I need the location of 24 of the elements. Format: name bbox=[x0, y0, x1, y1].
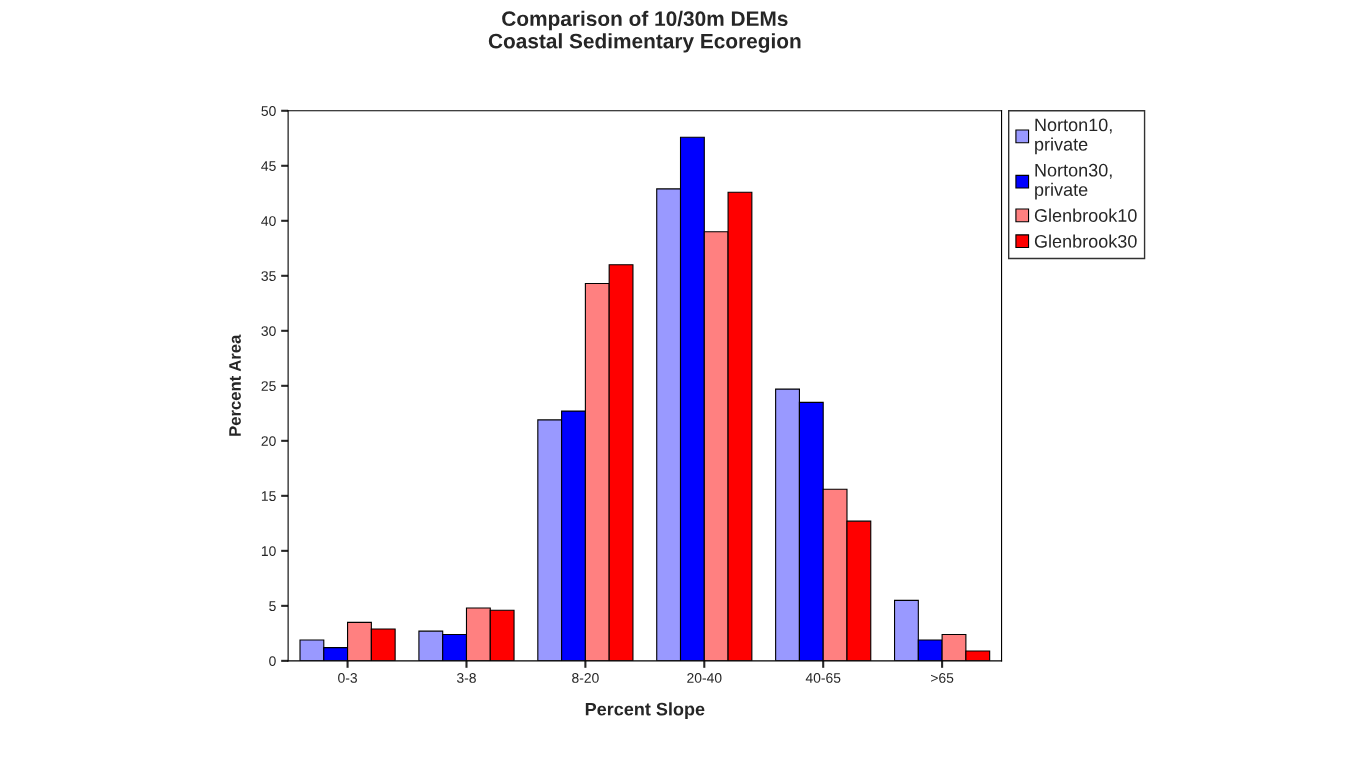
x-tick-label: 0-3 bbox=[338, 673, 357, 683]
x-tick-label: 20-40 bbox=[687, 673, 722, 683]
y-tick-label: 50 bbox=[261, 106, 276, 116]
y-tick-label: 35 bbox=[261, 271, 276, 281]
y-tick-label: 15 bbox=[261, 491, 276, 502]
x-axis-title: Percent Slope bbox=[585, 702, 705, 720]
y-tick-label: 0 bbox=[269, 656, 276, 667]
y-tick-label: 20 bbox=[261, 436, 276, 446]
legend-label: Glenbrook30 bbox=[1034, 234, 1137, 248]
legend-label: Norton30, private bbox=[1035, 163, 1112, 200]
y-tick-label: 10 bbox=[261, 546, 276, 557]
legend-label: Norton10, private bbox=[1035, 118, 1112, 155]
chart-title: Comparison of 10/30m DEMs Coastal Sedimentary Ecoregion bbox=[488, 10, 801, 53]
y-tick-label: 45 bbox=[261, 161, 276, 171]
y-tick-label: 5 bbox=[269, 601, 276, 612]
x-tick-label: 40-65 bbox=[805, 673, 841, 683]
y-axis-title: Percent Area bbox=[229, 334, 241, 436]
y-tick-label: 30 bbox=[261, 326, 276, 336]
y-tick-label: 25 bbox=[261, 381, 276, 391]
x-tick-label: 3-8 bbox=[456, 673, 476, 683]
x-tick-label: 8-20 bbox=[572, 673, 599, 683]
y-tick-label: 40 bbox=[261, 216, 276, 226]
legend-label: Glenbrook10 bbox=[1034, 208, 1137, 222]
x-tick-label: >65 bbox=[931, 673, 954, 683]
